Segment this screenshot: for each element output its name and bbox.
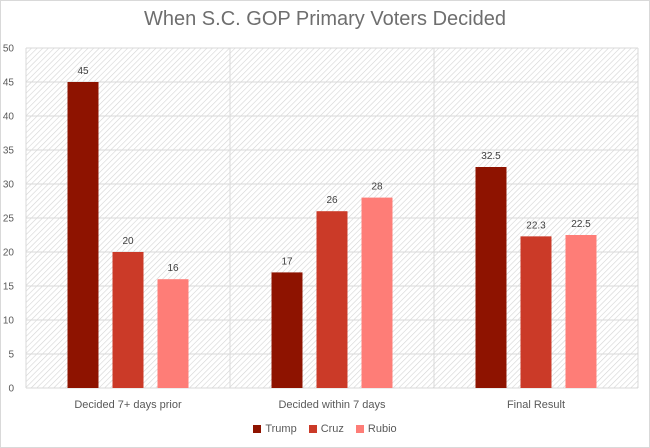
x-category-label: Final Result [507,399,565,411]
data-label: 26 [326,195,338,206]
bar-cruz [112,252,144,388]
legend-item-cruz: Cruz [308,423,344,435]
legend-swatch [253,425,262,433]
legend-label: Trump [265,423,297,435]
x-category-label: Decided within 7 days [278,399,386,411]
y-axis-ticks: 0 5 10 15 20 25 30 35 40 45 50 [3,44,15,395]
data-label: 22.3 [526,220,546,231]
bars [67,82,597,388]
x-axis-categories: Decided 7+ days prior Decided within 7 da… [74,399,565,411]
y-tick-label: 30 [3,180,15,191]
data-label: 22.5 [571,219,591,230]
y-tick-label: 40 [3,112,15,123]
y-tick-label: 10 [3,316,15,327]
y-tick-label: 25 [3,214,15,225]
y-tick-label: 45 [3,78,15,89]
bar-cruz [520,236,552,388]
chart-title: When S.C. GOP Primary Voters Decided [144,8,506,30]
data-label: 32.5 [481,151,501,162]
data-label: 16 [167,263,179,274]
y-tick-label: 35 [3,146,15,157]
y-tick-label: 5 [8,350,14,361]
legend-label: Rubio [367,423,397,435]
bar-cruz [316,211,348,388]
legend: Trump Cruz Rubio [0,423,650,435]
bar-trump [475,167,507,388]
y-tick-label: 15 [3,282,15,293]
bar-rubio [157,279,189,388]
bar-trump [271,272,303,388]
data-labels: 45 20 16 17 26 28 32.5 22.3 22.5 [77,66,591,274]
bar-trump [67,82,99,388]
legend-label: Cruz [320,423,344,435]
legend-swatch [308,425,317,433]
bar-rubio [565,235,597,388]
legend-item-rubio: Rubio [355,423,397,435]
bar-rubio [361,197,393,388]
legend-swatch [355,425,364,433]
y-tick-label: 0 [8,384,14,395]
data-label: 28 [371,182,383,193]
legend-item-trump: Trump [253,423,297,435]
x-category-label: Decided 7+ days prior [74,399,182,411]
data-label: 17 [281,256,293,267]
data-label: 20 [122,236,134,247]
category-dividers [25,48,639,388]
y-tick-label: 50 [3,44,15,55]
data-label: 45 [77,66,89,77]
y-tick-label: 20 [3,248,15,259]
